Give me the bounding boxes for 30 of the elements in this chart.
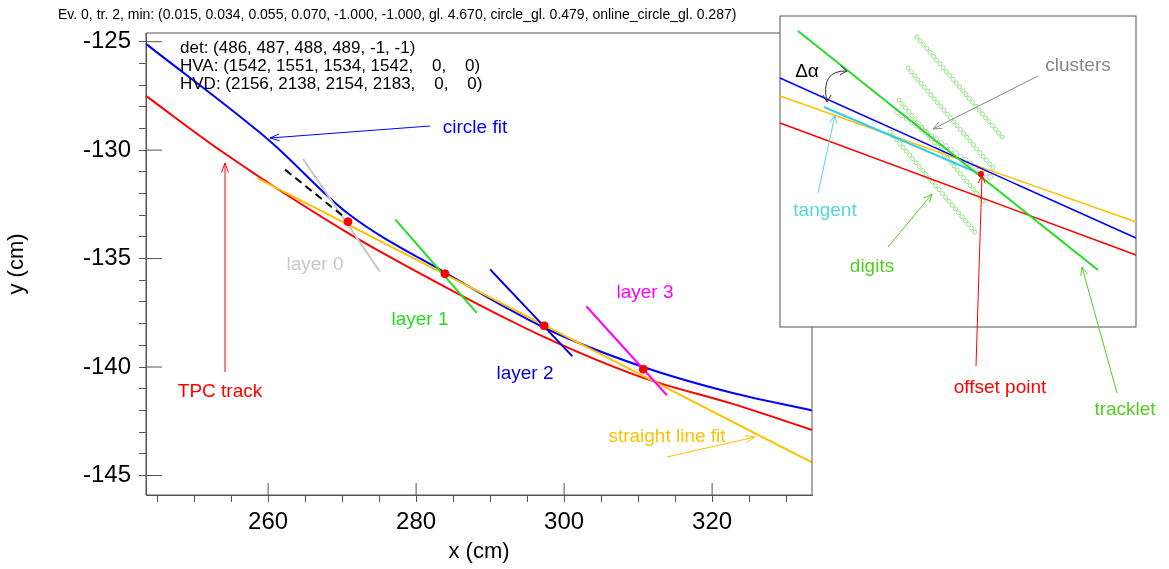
point xyxy=(440,269,450,279)
annotation: HVA: (1542, 1551, 1534, 1542, 0, 0) xyxy=(180,55,481,75)
point xyxy=(343,217,353,227)
x-tick-label: 320 xyxy=(692,507,733,535)
chart-title: Ev. 0, tr. 2, min: (0.015, 0.034, 0.055, 0.070, -1.000, -1.000, gl. 4.670, circle_gl. 0.479, online_circle_gl. 0.287) xyxy=(58,5,737,22)
legend-label: straight line fit xyxy=(608,425,727,447)
series-label: layer 2 xyxy=(496,362,554,384)
text: clusters xyxy=(1045,54,1111,76)
y-tick-label: -145 xyxy=(82,460,131,488)
y-tick-label: -130 xyxy=(82,134,131,162)
point xyxy=(539,321,549,331)
series-label: layer 3 xyxy=(616,281,674,303)
point xyxy=(638,364,648,374)
text: circle fit xyxy=(442,116,508,138)
text: tracklet xyxy=(1094,398,1156,420)
series-label: layer 1 xyxy=(391,308,449,330)
annotation: det: (486, 487, 488, 489, -1, -1) xyxy=(180,37,416,57)
text: offset point xyxy=(953,376,1047,398)
annotation: Δα xyxy=(795,60,819,82)
x-tick-label: 300 xyxy=(544,507,585,535)
y-tick-label: -135 xyxy=(82,243,131,271)
annotation: tangent xyxy=(793,199,857,221)
x-tick-label: 260 xyxy=(248,507,289,535)
text: digits xyxy=(849,255,895,277)
y-tick-label: -125 xyxy=(82,26,131,54)
x-axis-title: x (cm) xyxy=(448,537,510,563)
text: TPC track xyxy=(177,380,263,402)
y-tick-label: -140 xyxy=(82,351,131,379)
y-axis-title: y (cm) xyxy=(3,233,29,295)
x-tick-label: 280 xyxy=(396,507,437,535)
